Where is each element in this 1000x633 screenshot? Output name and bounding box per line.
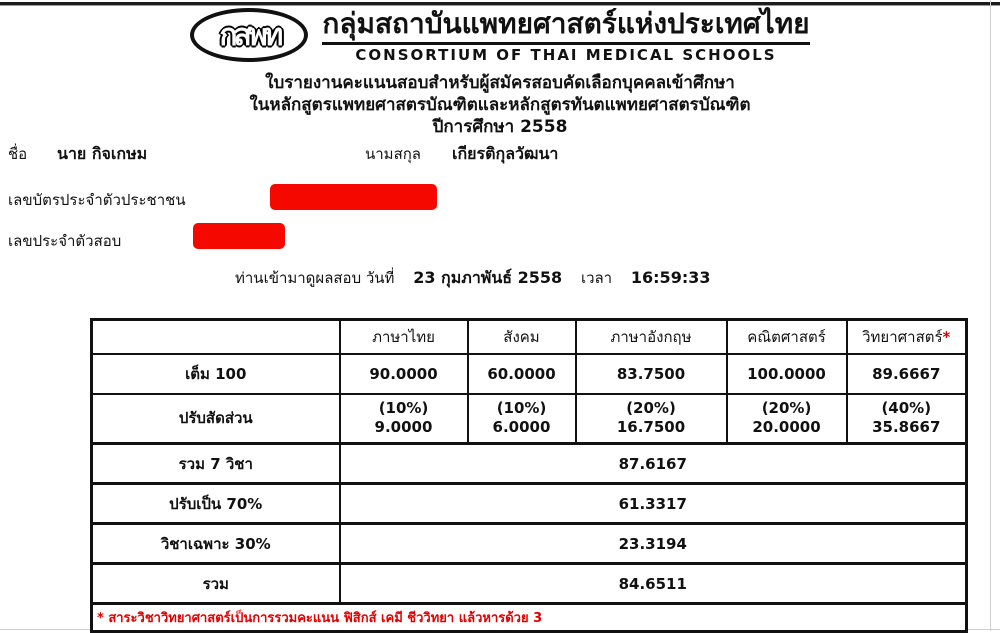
row-label-adj70: ปรับเป็น 70% (90, 482, 341, 525)
window-right-edge (990, 0, 991, 631)
row-adjusted-70: ปรับเป็น 70% 61.3317 (90, 482, 968, 525)
sum7-value: 87.6167 (338, 442, 968, 485)
row-total: รวม 84.6511 (90, 562, 968, 605)
cotmes-logo-text: กสพท (219, 17, 283, 53)
exam-id-label: เลขประจำตัวสอบ (8, 232, 122, 250)
cotmes-logo-icon: กสพท (190, 8, 309, 62)
visit-prefix: ท่านเข้ามาดูผลสอบ วันที่ (235, 269, 395, 287)
subtitle-line-1: ใบรายงานคะแนนสอบสำหรับผู้สมัครสอบคัดเลือ… (265, 73, 735, 93)
weighted-science: (40%) 35.8667 (845, 392, 968, 445)
full-thai: 90.0000 (338, 352, 469, 395)
visit-time: 16:59:33 (630, 268, 711, 287)
col-header-social: สังคม (466, 318, 577, 355)
col-header-english: ภาษาอังกฤษ (574, 318, 728, 355)
weighted-social: (10%) 6.0000 (466, 392, 577, 445)
first-name-value: นาย กิจเกษม (57, 144, 148, 163)
full-social: 60.0000 (466, 352, 577, 395)
org-title-block: กลุ่มสถาบันแพทยศาสตร์แห่งประเทศไทย CONSO… (322, 7, 810, 64)
row-label-full: เต็ม 100 (90, 352, 341, 395)
first-name-label: ชื่อ (8, 145, 28, 163)
org-name-thai: กลุ่มสถาบันแพทยศาสตร์แห่งประเทศไทย (322, 7, 810, 40)
weighted-english: (20%) 16.7500 (574, 392, 728, 445)
visit-time-label: เวลา (580, 269, 613, 287)
specific30-value: 23.3194 (338, 522, 968, 565)
weighted-math: (20%) 20.0000 (725, 392, 848, 445)
row-label-specific30: วิชาเฉพาะ 30% (90, 522, 341, 565)
top-horizontal-rule (0, 2, 1000, 6)
row-full-score: เต็ม 100 90.0000 60.0000 83.7500 100.000… (90, 352, 968, 395)
science-footnote: * สาระวิชาวิทยาศาสตร์เป็นการรวมคะแนน ฟิส… (90, 602, 968, 633)
last-name-value: เกียรติกุลวัฒนา (452, 144, 559, 163)
col-header-science: วิทยาศาสตร์* (845, 318, 968, 355)
score-table-header-row: ภาษาไทย สังคม ภาษาอังกฤษ คณิตศาสตร์ วิทย… (90, 318, 968, 355)
row-label-sum7: รวม 7 วิชา (90, 442, 341, 485)
corner-cell (90, 318, 341, 355)
full-science: 89.6667 (845, 352, 968, 395)
score-table: ภาษาไทย สังคม ภาษาอังกฤษ คณิตศาสตร์ วิทย… (90, 318, 968, 633)
full-english: 83.7500 (574, 352, 728, 395)
citizen-id-redaction-box (270, 184, 437, 210)
col-header-thai: ภาษาไทย (338, 318, 469, 355)
full-math: 100.0000 (725, 352, 848, 395)
subtitle-line-2: ในหลักสูตรแพทยศาสตรบัณฑิตและหลักสูตรทันต… (249, 95, 751, 115)
last-name-label: นามสกุล (365, 145, 421, 163)
visit-info-line: ท่านเข้ามาดูผลสอบ วันที่ 23 กุมภาพันธ์ 2… (235, 266, 710, 291)
row-label-total: รวม (90, 562, 341, 605)
row-weighted-score: ปรับสัดส่วน (10%) 9.0000 (10%) 6.0000 (20%… (90, 392, 968, 445)
col-header-math: คณิตศาสตร์ (725, 318, 848, 355)
row-specific-30: วิชาเฉพาะ 30% 23.3194 (90, 522, 968, 565)
exam-id-redaction-box (193, 223, 285, 249)
adj70-value: 61.3317 (338, 482, 968, 525)
science-asterisk: * (942, 327, 951, 346)
row-sum-7-subjects: รวม 7 วิชา 87.6167 (90, 442, 968, 485)
name-row: ชื่อ (8, 142, 27, 166)
report-subtitle: ใบรายงานคะแนนสอบสำหรับผู้สมัครสอบคัดเลือ… (0, 72, 1000, 138)
total-value: 84.6511 (338, 562, 968, 605)
row-label-weighted: ปรับสัดส่วน (90, 392, 341, 445)
visit-date: 23 กุมภาพันธ์ 2558 (413, 268, 563, 287)
report-header: กสพท กลุ่มสถาบันแพทยศาสตร์แห่งประเทศไทย … (0, 8, 1000, 64)
citizen-id-label: เลขบัตรประจำตัวประชาชน (8, 191, 186, 209)
row-footnote: * สาระวิชาวิทยาศาสตร์เป็นการรวมคะแนน ฟิส… (90, 602, 968, 633)
weighted-thai: (10%) 9.0000 (338, 392, 469, 445)
subtitle-line-3: ปีการศึกษา 2558 (432, 117, 568, 137)
org-name-english: CONSORTIUM OF THAI MEDICAL SCHOOLS (322, 42, 810, 64)
